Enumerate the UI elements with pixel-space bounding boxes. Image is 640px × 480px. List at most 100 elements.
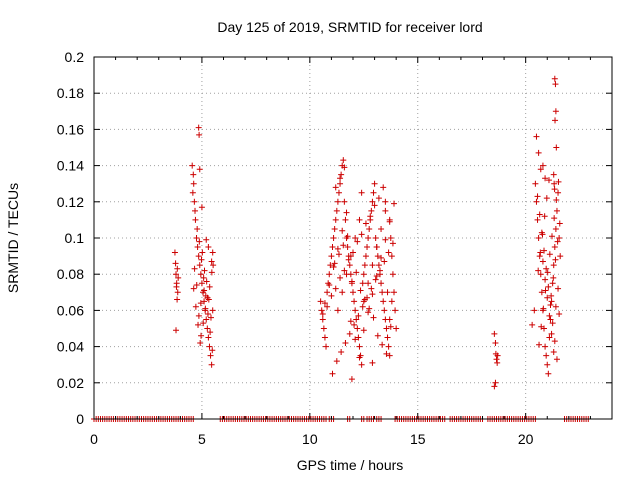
data-point	[548, 292, 555, 299]
data-point	[197, 300, 204, 307]
data-point	[206, 283, 213, 290]
data-point	[539, 162, 546, 169]
data-point	[209, 307, 216, 314]
data-point	[369, 198, 376, 205]
data-point	[380, 184, 387, 191]
data-point	[197, 271, 204, 278]
data-point	[207, 329, 214, 336]
y-tick-label: 0.2	[65, 49, 85, 65]
data-point	[352, 307, 359, 314]
data-point	[542, 276, 549, 283]
data-point	[387, 323, 394, 330]
data-point	[329, 370, 336, 377]
data-point	[353, 269, 360, 276]
data-point	[173, 327, 180, 334]
chart-title: Day 125 of 2019, SRMTID for receiver lor…	[217, 19, 482, 35]
data-point	[533, 133, 540, 140]
data-point	[335, 251, 342, 258]
data-point	[538, 323, 545, 330]
data-point	[380, 298, 387, 305]
data-point	[372, 276, 379, 283]
data-point	[356, 343, 363, 350]
data-point	[198, 332, 205, 339]
data-point	[391, 289, 398, 296]
y-tick-label: 0.04	[57, 339, 84, 355]
data-point	[360, 327, 367, 334]
data-point	[556, 311, 563, 318]
data-point	[337, 274, 344, 281]
data-point	[337, 180, 344, 187]
data-point	[369, 359, 376, 366]
data-point	[340, 242, 347, 249]
data-point	[546, 312, 553, 319]
data-point	[388, 253, 395, 260]
data-point	[200, 274, 207, 281]
data-point	[203, 316, 210, 323]
data-point	[552, 303, 559, 310]
data-point	[350, 289, 356, 296]
data-point	[552, 117, 559, 124]
data-point	[358, 231, 365, 238]
data-point	[555, 285, 562, 292]
data-point	[543, 195, 550, 202]
data-point	[174, 289, 181, 296]
data-point	[330, 235, 337, 241]
data-point	[196, 131, 203, 138]
data-point	[375, 195, 382, 202]
data-point	[362, 220, 369, 227]
data-point	[366, 225, 373, 232]
data-point	[367, 213, 374, 220]
data-point	[550, 349, 557, 356]
data-point	[389, 271, 396, 278]
data-point	[556, 235, 563, 241]
x-tick-label: 10	[302, 431, 318, 447]
data-point	[382, 198, 389, 205]
data-point	[321, 300, 328, 307]
data-point	[335, 189, 342, 196]
data-point	[542, 175, 549, 182]
data-point	[200, 320, 207, 327]
data-point	[209, 249, 216, 256]
data-point	[551, 180, 558, 187]
data-point	[548, 330, 555, 337]
data-point	[542, 287, 549, 294]
data-point	[386, 352, 393, 359]
data-point	[550, 171, 557, 178]
data-point	[537, 166, 544, 173]
data-point	[205, 244, 212, 251]
data-point	[392, 307, 399, 314]
data-point	[332, 184, 339, 191]
data-point	[536, 211, 543, 218]
data-point	[369, 262, 376, 269]
data-point	[337, 175, 344, 182]
data-point	[207, 314, 214, 321]
data-point	[359, 303, 366, 310]
gridlines	[94, 57, 612, 419]
data-point	[344, 233, 351, 240]
x-tick-label: 20	[518, 431, 534, 447]
data-point	[365, 280, 372, 287]
data-point	[545, 177, 552, 184]
data-point	[333, 207, 340, 214]
data-point	[386, 216, 393, 223]
data-point	[198, 204, 205, 211]
data-point	[531, 307, 538, 314]
data-point	[538, 289, 545, 296]
y-tick-label: 0	[76, 411, 84, 427]
data-point	[551, 338, 558, 345]
data-point	[198, 256, 205, 263]
y-tick-label: 0.18	[57, 85, 84, 101]
data-point	[357, 287, 364, 294]
data-point	[354, 238, 361, 245]
data-point	[547, 316, 554, 323]
data-point	[191, 265, 198, 272]
data-point	[327, 262, 334, 269]
data-point	[529, 321, 536, 328]
data-point	[551, 75, 558, 82]
data-point	[196, 238, 203, 245]
data-point	[192, 303, 199, 310]
data-point	[198, 280, 205, 287]
data-point	[191, 198, 198, 205]
data-point	[555, 189, 562, 196]
